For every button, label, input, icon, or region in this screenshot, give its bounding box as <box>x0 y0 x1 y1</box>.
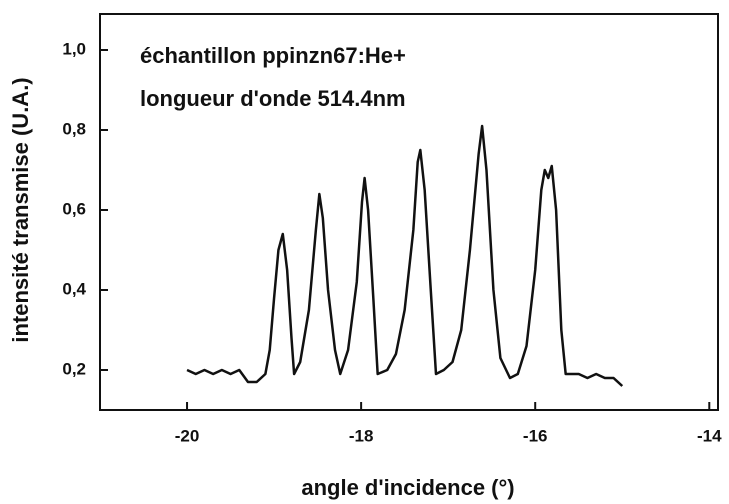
y-tick-label: 1,0 <box>62 39 86 58</box>
x-tick-label: -16 <box>523 426 548 445</box>
y-axis-label: intensité transmise (U.A.) <box>8 77 33 342</box>
y-tick-label: 0,2 <box>62 359 86 378</box>
y-tick-label: 0,8 <box>62 119 86 138</box>
x-tick-label: -14 <box>697 426 722 445</box>
x-tick-label: -18 <box>349 426 374 445</box>
y-tick-label: 0,4 <box>62 279 86 298</box>
annotation: échantillon ppinzn67:He+ <box>140 43 406 68</box>
plot-frame <box>99 13 719 411</box>
data-line <box>186 124 624 387</box>
annotation: longueur d'onde 514.4nm <box>140 86 406 111</box>
x-axis-label: angle d'incidence (°) <box>301 475 514 500</box>
x-tick-label: -20 <box>175 426 200 445</box>
y-tick-label: 0,6 <box>62 199 86 218</box>
